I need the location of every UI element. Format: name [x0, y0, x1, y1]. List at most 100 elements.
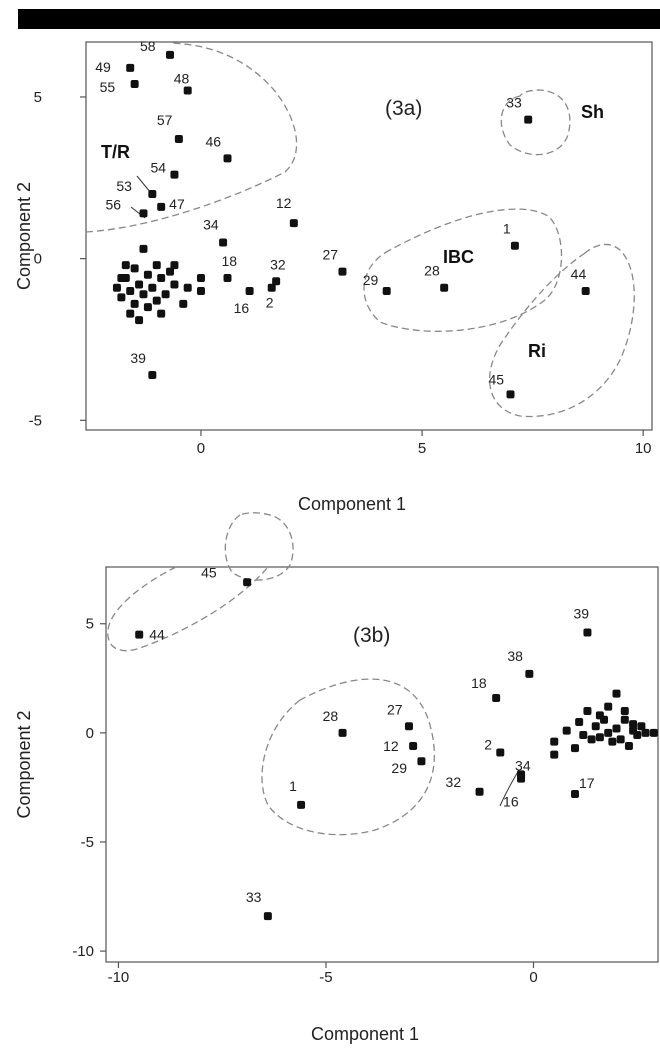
data-point	[196, 286, 205, 295]
plot-frame	[85, 41, 653, 431]
data-point	[135, 280, 144, 289]
point-label: 17	[579, 775, 595, 791]
x-tick-label: -10	[108, 969, 130, 986]
data-point	[338, 728, 347, 737]
data-point	[126, 63, 135, 72]
point-label: 45	[201, 564, 217, 580]
data-point	[506, 390, 515, 399]
x-tick-label: 0	[197, 440, 205, 457]
data-point	[604, 702, 613, 711]
point-label: 28	[323, 708, 339, 724]
group-hull	[261, 678, 435, 836]
data-point	[649, 728, 658, 737]
point-label: 33	[506, 95, 522, 111]
data-point	[570, 744, 579, 753]
x-tick-label: 0	[529, 969, 537, 986]
y-tick-label: -5	[29, 412, 42, 429]
data-point	[170, 280, 179, 289]
point-label: 48	[174, 71, 190, 87]
data-point	[612, 689, 621, 698]
data-point	[297, 800, 306, 809]
data-point	[404, 722, 413, 731]
point-label: 38	[507, 648, 523, 664]
y-tick-label: 5	[86, 616, 94, 633]
point-label: 39	[130, 350, 146, 366]
data-point	[612, 724, 621, 733]
point-label: 29	[363, 272, 379, 288]
group-hull	[85, 42, 298, 233]
data-point	[641, 728, 650, 737]
data-point	[570, 789, 579, 798]
data-point	[157, 202, 166, 211]
data-point	[616, 735, 625, 744]
data-point	[117, 274, 126, 283]
data-point	[139, 290, 148, 299]
data-point	[496, 748, 505, 757]
panel-tag: (3b)	[353, 624, 390, 647]
data-point	[157, 274, 166, 283]
data-point	[148, 371, 157, 380]
point-label: 47	[169, 196, 185, 212]
point-label: 34	[515, 757, 531, 773]
group-label: T/R	[101, 142, 130, 162]
point-label: 27	[387, 701, 403, 717]
data-point	[183, 86, 192, 95]
point-label: 18	[471, 675, 487, 691]
point-label: 27	[322, 247, 338, 263]
data-point	[170, 170, 179, 179]
data-point	[629, 720, 638, 729]
data-point	[289, 219, 298, 228]
data-point	[581, 286, 590, 295]
panel-tag: (3a)	[385, 97, 422, 120]
data-point	[166, 50, 175, 59]
chart-3a: 0 5 10 -5 0 5 Component 1 Component 2 (3a) T/R Sh I…	[14, 38, 653, 514]
data-point	[143, 303, 152, 312]
data-point	[179, 299, 188, 308]
data-point	[135, 630, 144, 639]
y-tick-label: 0	[34, 251, 42, 268]
data-point	[583, 628, 592, 637]
data-point	[272, 277, 281, 286]
data-point	[624, 741, 633, 750]
data-point	[575, 717, 584, 726]
point-label: 28	[424, 263, 440, 279]
data-point	[112, 283, 121, 292]
data-point	[633, 731, 642, 740]
data-point	[126, 286, 135, 295]
data-point	[620, 707, 629, 716]
data-point	[417, 757, 426, 766]
point-label: 2	[266, 295, 274, 311]
y-tick-label: 0	[86, 725, 94, 742]
data-point	[620, 715, 629, 724]
point-label: 16	[234, 300, 250, 316]
point-label: 49	[95, 59, 111, 75]
data-point	[338, 267, 347, 276]
point-label: 29	[391, 760, 407, 776]
data-point	[223, 154, 232, 163]
point-label: 56	[105, 196, 121, 212]
point-label: 33	[246, 889, 262, 905]
point-label: 34	[203, 216, 219, 232]
data-point	[130, 299, 139, 308]
group-hull	[363, 208, 563, 332]
point-label: 57	[157, 112, 173, 128]
data-point	[139, 244, 148, 253]
data-point	[243, 578, 252, 587]
data-point	[183, 283, 192, 292]
point-label: 32	[270, 256, 286, 272]
data-point	[608, 737, 617, 746]
group-label: Sh	[581, 102, 604, 122]
data-point	[117, 293, 126, 302]
point-label: 46	[206, 133, 222, 149]
point-label: 45	[489, 371, 505, 387]
data-point	[595, 711, 604, 720]
data-point	[382, 286, 391, 295]
data-point	[152, 296, 161, 305]
data-point	[196, 274, 205, 283]
data-point	[510, 241, 519, 250]
data-point	[591, 722, 600, 731]
group-hull	[500, 89, 571, 156]
group-label: Ri	[528, 341, 546, 361]
data-point	[409, 741, 418, 750]
data-point	[562, 726, 571, 735]
